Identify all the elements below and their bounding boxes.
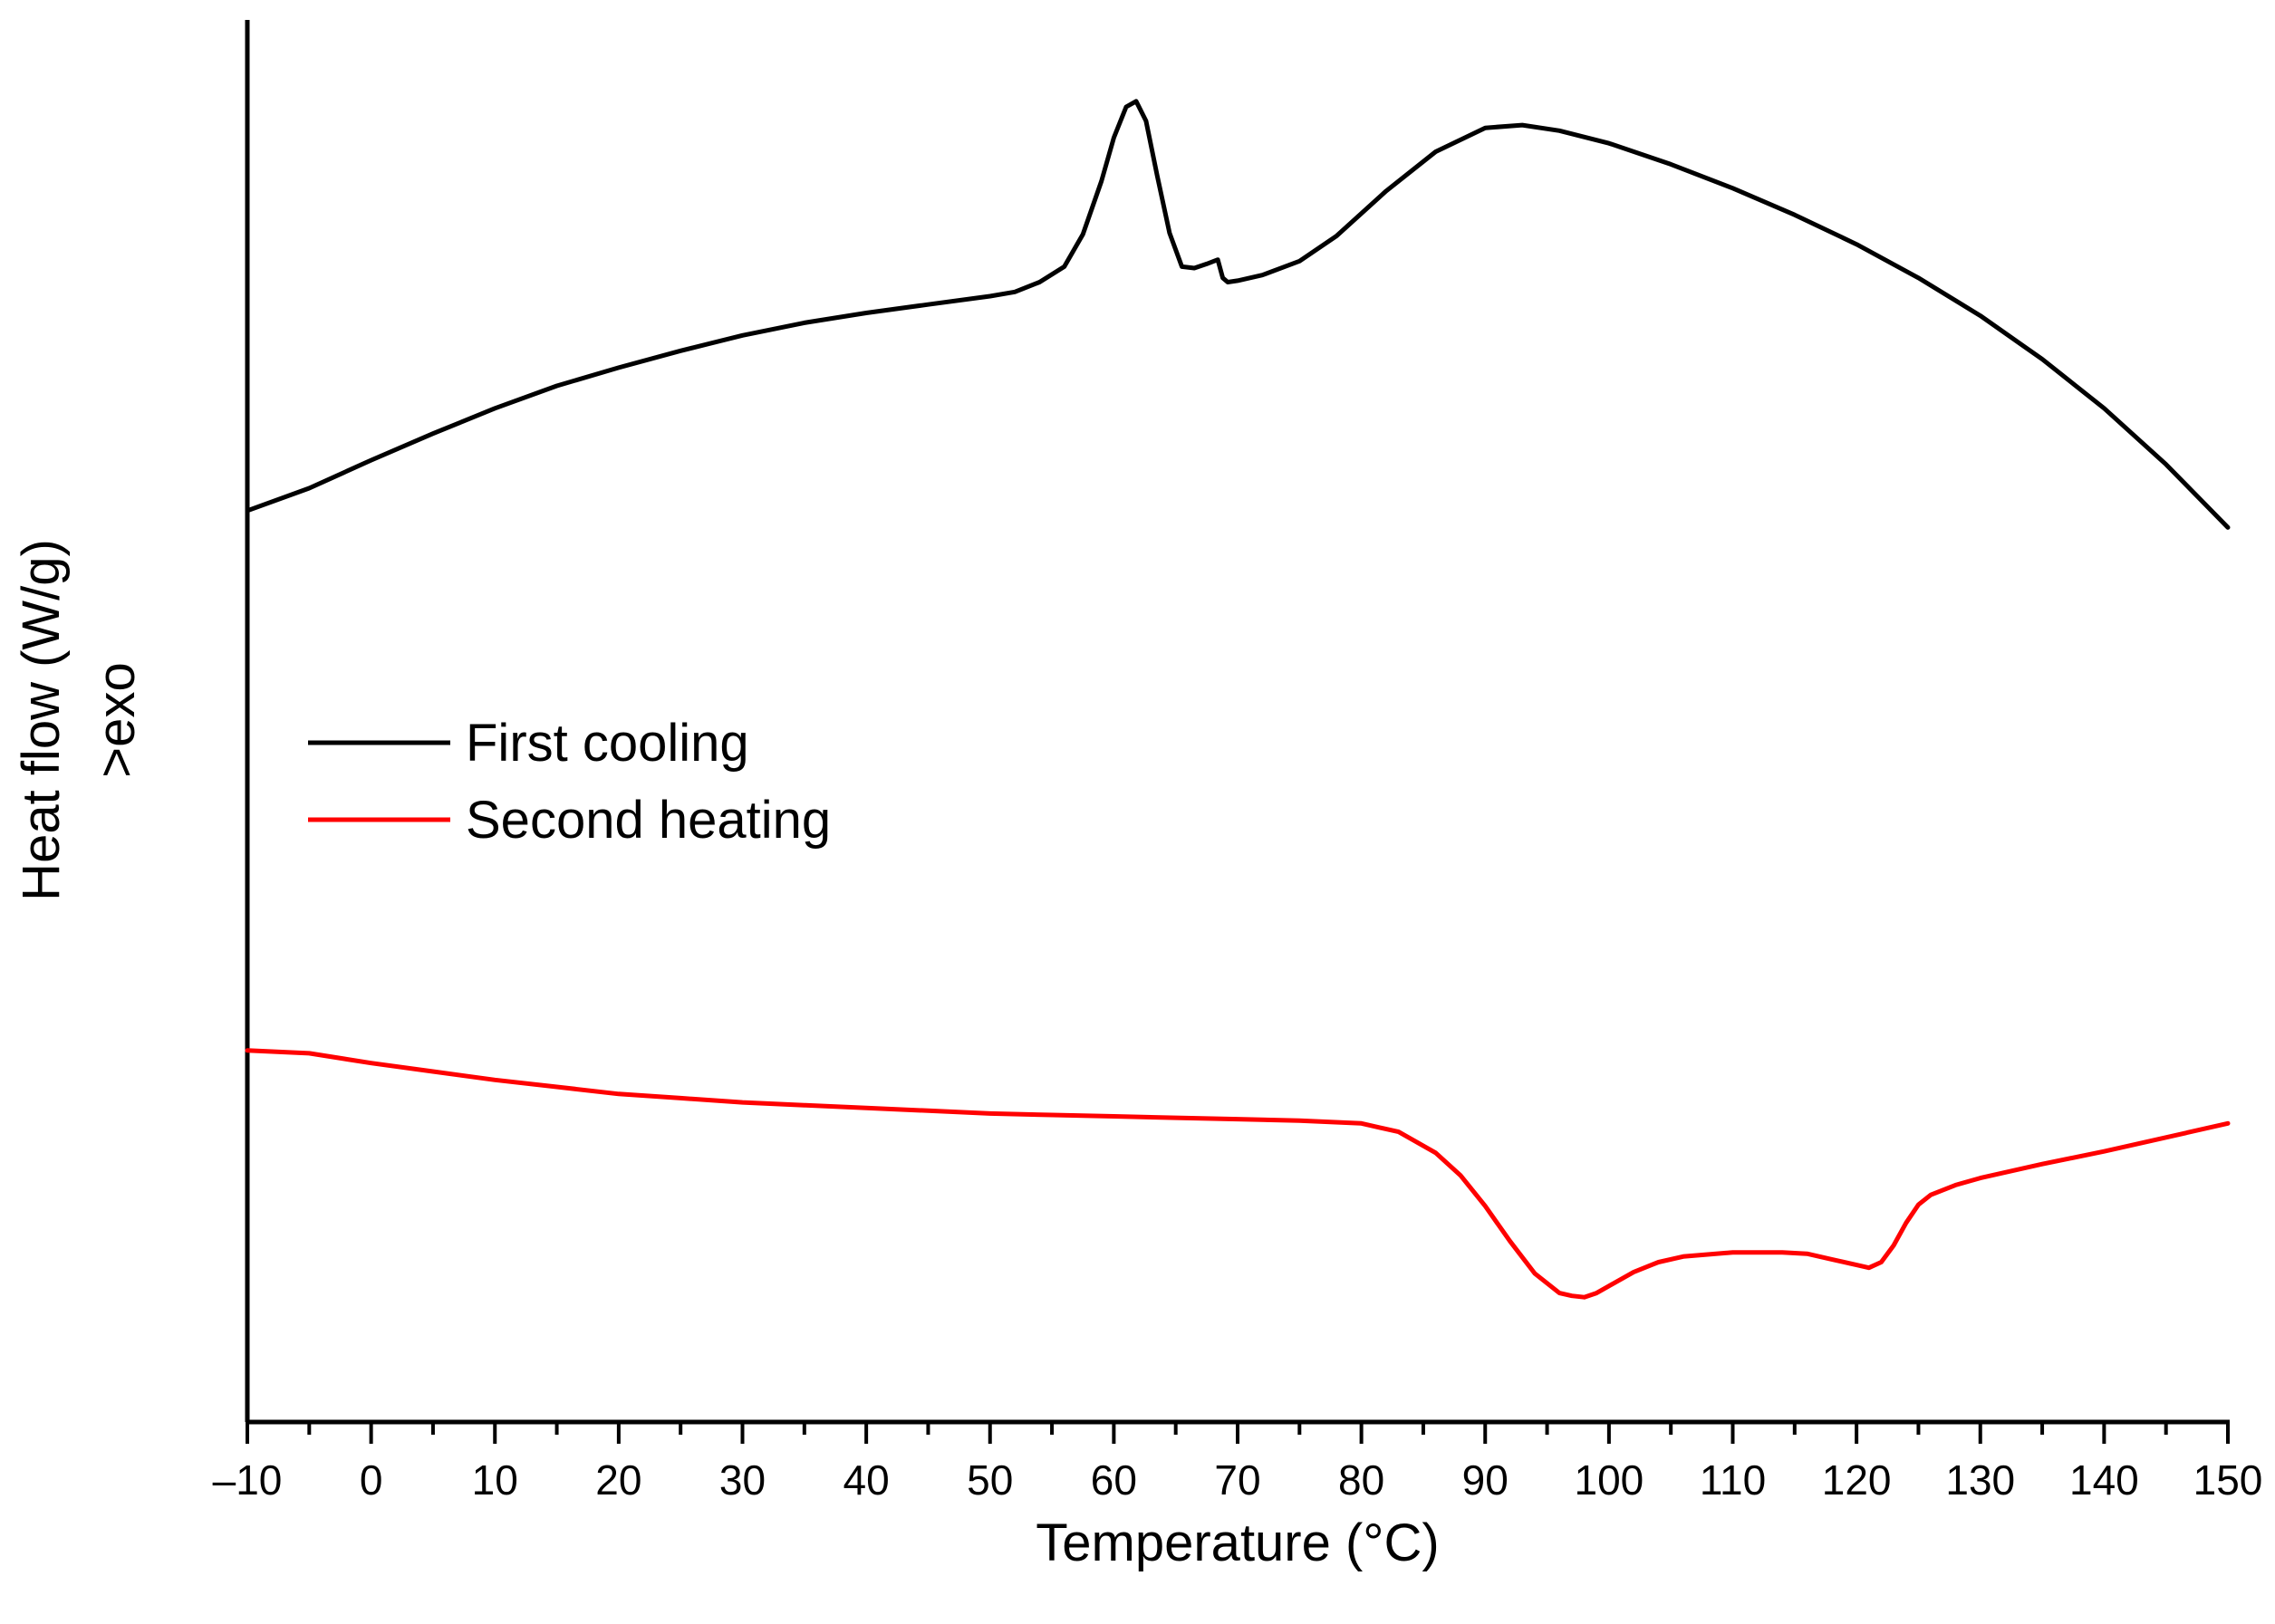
x-tick-label: 70 bbox=[1214, 1456, 1260, 1504]
x-tick-label: 50 bbox=[967, 1456, 1013, 1504]
legend: First cooling Second heating bbox=[308, 714, 831, 850]
x-tick-label: 110 bbox=[1700, 1456, 1766, 1504]
x-tick-label: –10 bbox=[213, 1456, 283, 1504]
x-axis-tick-labels: –10 0 10 20 30 40 50 60 70 80 90 100 110 120 130 140 150 bbox=[213, 1456, 2263, 1504]
legend-label-second-heating: Second heating bbox=[466, 791, 831, 850]
series-line-second-heating bbox=[245, 1048, 2231, 1300]
y-axis-title: Heat flow (W/g) bbox=[12, 539, 71, 901]
x-tick-label: 20 bbox=[595, 1456, 641, 1504]
y-axis-exo-note: >exo bbox=[87, 662, 146, 777]
x-axis-title: Temperature (°C) bbox=[1036, 1513, 1439, 1572]
x-tick-label: 90 bbox=[1462, 1456, 1509, 1504]
x-tick-label: 140 bbox=[2069, 1456, 2139, 1504]
x-tick-label: 130 bbox=[1945, 1456, 2015, 1504]
y-axis-title-group: Heat flow (W/g) >exo bbox=[12, 539, 146, 901]
series-lines bbox=[245, 99, 2231, 1300]
x-tick-label: 10 bbox=[472, 1456, 518, 1504]
legend-label-first-cooling: First cooling bbox=[466, 714, 749, 773]
x-tick-label: 30 bbox=[719, 1456, 766, 1504]
x-tick-label: 0 bbox=[360, 1456, 383, 1504]
x-tick-label: 120 bbox=[1822, 1456, 1892, 1504]
x-axis-ticks bbox=[246, 1422, 2230, 1444]
x-tick-label: 80 bbox=[1338, 1456, 1384, 1504]
x-tick-label: 150 bbox=[2193, 1456, 2263, 1504]
x-tick-label: 60 bbox=[1091, 1456, 1137, 1504]
x-tick-label: 100 bbox=[1575, 1456, 1644, 1504]
x-tick-label: 40 bbox=[843, 1456, 890, 1504]
series-line-first-cooling bbox=[245, 99, 2231, 530]
